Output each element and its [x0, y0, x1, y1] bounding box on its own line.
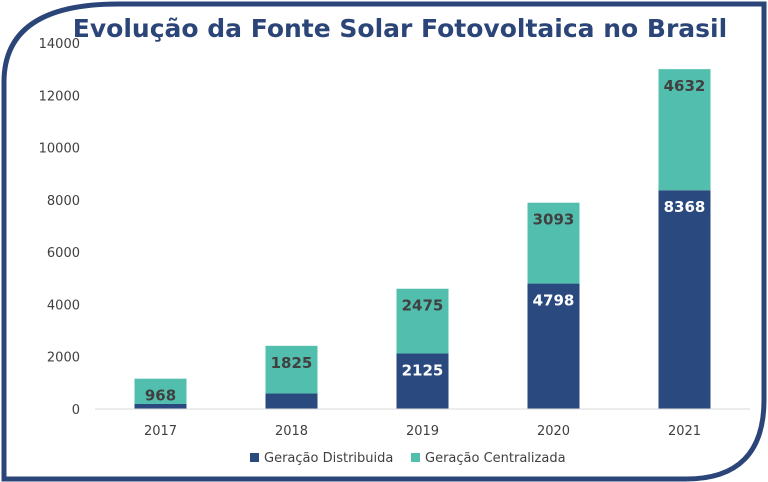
data-label: 2475 [402, 297, 444, 315]
bar-centralizada [265, 345, 318, 394]
bar-centralizada [658, 69, 711, 191]
x-tick-label: 2020 [537, 424, 570, 439]
legend-label: Geração Centralizada [425, 451, 566, 466]
x-tick-label: 2018 [275, 424, 308, 439]
bars-group: 1929685921825212524754798309383684632 [134, 69, 711, 409]
y-tick-label: 6000 [47, 246, 80, 261]
data-label: 4798 [533, 292, 575, 310]
y-axis: 0 2000 4000 6000 8000 10000 12000 14000 [39, 37, 80, 418]
bar-centralizada [396, 288, 449, 354]
bar-distribuida [396, 353, 449, 409]
legend-label: Geração Distribuida [264, 451, 393, 466]
bar-distribuida [134, 403, 187, 409]
x-tick-label: 2021 [668, 424, 701, 439]
data-label: 968 [145, 387, 176, 405]
y-tick-label: 8000 [47, 194, 80, 209]
legend-swatch [250, 453, 259, 462]
y-tick-label: 2000 [47, 351, 80, 366]
x-tick-label: 2019 [406, 424, 439, 439]
chart-title: Evolução da Fonte Solar Fotovoltaica no … [73, 14, 727, 43]
bar-centralizada [527, 202, 580, 284]
bar-distribuida [265, 393, 318, 409]
legend-swatch [411, 453, 420, 462]
data-label: 3093 [533, 211, 575, 229]
bar-distribuida [527, 283, 580, 409]
y-tick-label: 12000 [39, 89, 80, 104]
y-tick-label: 0 [72, 403, 80, 418]
data-label: 2125 [402, 361, 444, 379]
data-label: 1825 [271, 354, 313, 372]
data-label: 4632 [664, 77, 706, 95]
legend: Geração Distribuida Geração Centralizada [250, 451, 566, 466]
x-axis: 2017 2018 2019 2020 2021 [144, 424, 701, 439]
y-tick-label: 4000 [47, 298, 80, 313]
data-label: 8368 [664, 198, 706, 216]
bar-distribuida [658, 190, 711, 409]
x-tick-label: 2017 [144, 424, 177, 439]
y-tick-label: 10000 [39, 142, 80, 157]
y-tick-label: 14000 [39, 37, 80, 52]
bar-centralizada [134, 378, 187, 404]
